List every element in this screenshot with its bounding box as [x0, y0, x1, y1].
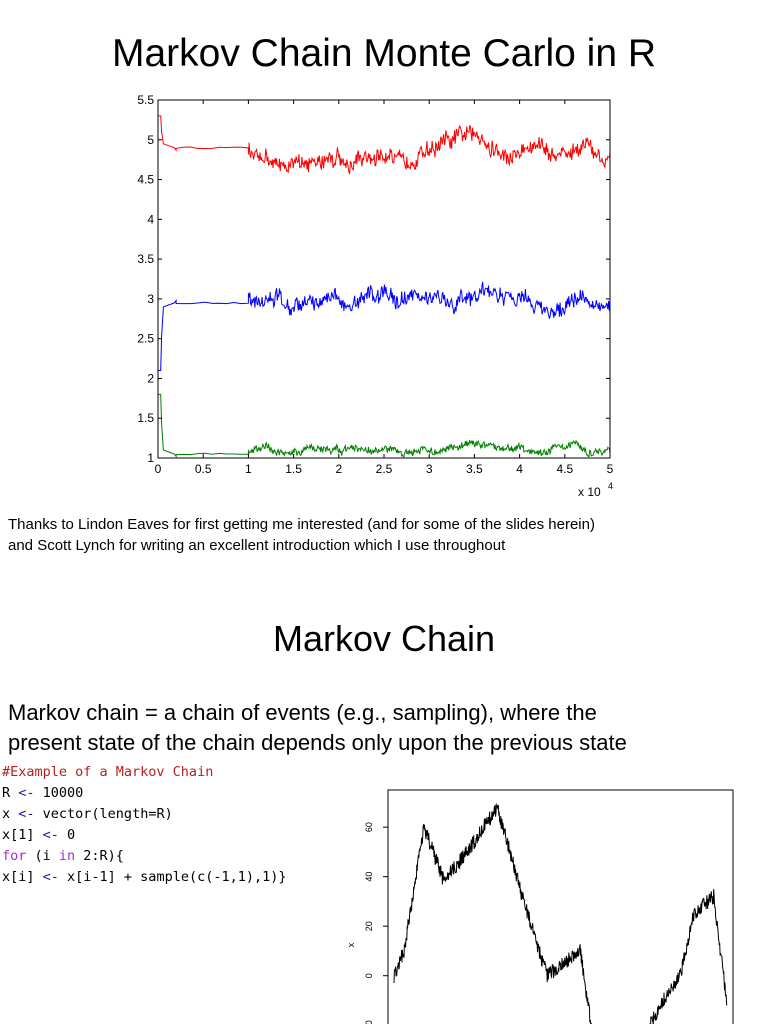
- slide1-title: Markov Chain Monte Carlo in R: [111, 32, 657, 75]
- random-walk-axes: 60 40 20 0 20 x: [346, 789, 734, 1024]
- trace-series-0: [158, 115, 611, 175]
- y-tick-label: 1.5: [137, 411, 154, 425]
- code-token: R: [2, 785, 19, 801]
- y-tick-label: 4.5: [137, 173, 154, 187]
- random-walk-chart: 60 40 20 0 20 x: [346, 789, 734, 1024]
- y-tick-label: 20: [364, 921, 374, 931]
- code-keyword-for: for: [2, 848, 27, 864]
- code-token: x[1]: [2, 827, 43, 843]
- code-line-2: R <- 10000: [2, 783, 286, 804]
- plot-frame: [387, 789, 734, 1024]
- x-tick-label: 4.5: [556, 462, 573, 476]
- code-assign-op: <-: [42, 869, 59, 885]
- acknowledgement-line-1: Thanks to Lindon Eaves for first getting…: [8, 516, 595, 533]
- y-tick-label: 20: [364, 1020, 374, 1024]
- y-tick-label: 5.5: [137, 93, 154, 107]
- code-keyword-in: in: [58, 848, 76, 864]
- code-token: 10000: [34, 785, 84, 801]
- random-walk-plot-area: [393, 802, 728, 1024]
- x-tick-label: 2: [335, 462, 342, 476]
- code-token: vector(length=R): [34, 806, 173, 822]
- code-assign-op: <-: [42, 827, 59, 843]
- x-tick-label: 5: [607, 462, 614, 476]
- plot-frame: [157, 99, 611, 459]
- x-tick-label: 1.5: [285, 462, 302, 476]
- code-token: (i: [26, 848, 59, 864]
- markov-chain-definition: Markov chain = a chain of events (e.g., …: [8, 698, 627, 758]
- x-axis-multiplier: x 10: [578, 485, 601, 499]
- y-tick-label: 2: [147, 371, 154, 385]
- x-tick-label: 3.5: [466, 462, 483, 476]
- code-token: x[i]: [2, 869, 43, 885]
- acknowledgements: Thanks to Lindon Eaves for first getting…: [8, 514, 595, 556]
- definition-line-1: Markov chain = a chain of events (e.g., …: [8, 700, 597, 725]
- acknowledgement-line-2: and Scott Lynch for writing an excellent…: [8, 537, 506, 554]
- y-tick-label: 3.5: [137, 252, 154, 266]
- definition-line-2: present state of the chain depends only …: [8, 730, 627, 755]
- code-token: x[i-1] + sample(c(-1,1),1)}: [58, 869, 287, 885]
- y-tick-label: 5: [147, 133, 154, 147]
- mcmc-trace-chart: 0 0.5 1 1.5 2 2.5 3 3.5 4 4.5 5 1 1.5 2 2.5 3 3.5 4 4.5 5 5.…: [137, 93, 613, 499]
- code-assign-op: <-: [18, 785, 35, 801]
- trace-plot-area: [158, 115, 611, 458]
- x-tick-label: 3: [426, 462, 433, 476]
- code-line-4: x[1] <- 0: [2, 825, 286, 846]
- code-line-5: for (i in 2:R){: [2, 846, 286, 867]
- y-tick-label: 3: [147, 292, 154, 306]
- trace-series-1: [158, 281, 611, 371]
- r-code-block: #Example of a Markov Chain R <- 10000 x <-…: [2, 762, 286, 888]
- trace-chart-axes: 0 0.5 1 1.5 2 2.5 3 3.5 4 4.5 5 1 1.5 2 2.5 3 3.5 4 4.5 5 5.…: [137, 93, 613, 499]
- y-tick-label: 0: [364, 973, 374, 978]
- x-tick-label: 4: [516, 462, 523, 476]
- code-line-1: #Example of a Markov Chain: [2, 762, 286, 783]
- code-token: 0: [58, 827, 76, 843]
- random-walk-series: [393, 802, 728, 1024]
- y-tick-label: 40: [364, 872, 374, 882]
- code-token: 2:R){: [75, 848, 124, 864]
- x-tick-label: 1: [245, 462, 252, 476]
- code-line-6: x[i] <- x[i-1] + sample(c(-1,1),1)}: [2, 867, 286, 888]
- y-axis-label: x: [346, 942, 356, 947]
- y-tick-label: 60: [364, 822, 374, 832]
- trace-series-2: [158, 393, 611, 458]
- slide2-title: Markov Chain: [272, 618, 496, 659]
- code-token: x: [2, 806, 19, 822]
- code-line-3: x <- vector(length=R): [2, 804, 286, 825]
- y-tick-label: 2.5: [137, 332, 154, 346]
- code-comment: #Example of a Markov Chain: [2, 764, 214, 780]
- x-tick-label: 0.5: [195, 462, 212, 476]
- y-tick-label: 4: [147, 212, 154, 226]
- x-tick-label: 0: [155, 462, 162, 476]
- code-assign-op: <-: [18, 806, 35, 822]
- y-tick-label: 1: [147, 451, 154, 465]
- x-tick-label: 2.5: [376, 462, 393, 476]
- x-axis-multiplier-exponent: 4: [608, 481, 613, 491]
